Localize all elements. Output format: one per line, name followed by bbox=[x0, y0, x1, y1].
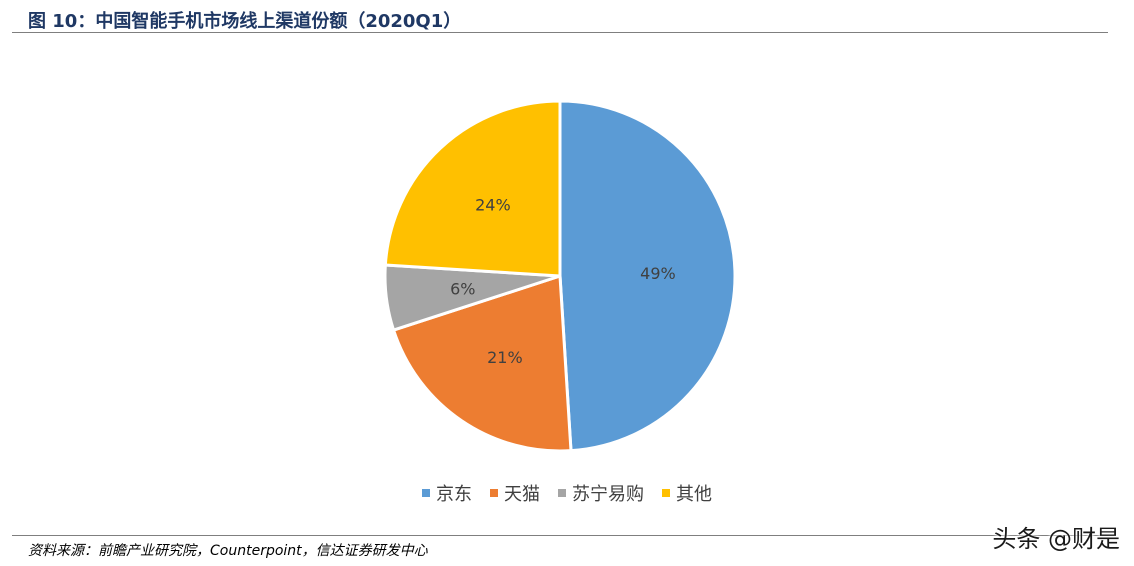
legend-label-jd: 京东 bbox=[436, 484, 472, 505]
slice-jd bbox=[558, 99, 737, 453]
data-label-suning: 6% bbox=[450, 279, 475, 298]
legend-label-other: 其他 bbox=[676, 484, 712, 505]
title-divider bbox=[12, 32, 1108, 33]
data-label-jd: 49% bbox=[640, 264, 676, 283]
legend-swatch-jd bbox=[422, 489, 430, 497]
data-label-tmall: 21% bbox=[487, 348, 523, 367]
pie-data-labels: 49% 21% 6% 24% bbox=[450, 196, 676, 367]
pie-slices bbox=[383, 99, 737, 453]
source-divider bbox=[12, 535, 1108, 536]
legend-label-tmall: 天猫 bbox=[504, 484, 540, 505]
source-note: 资料来源：前瞻产业研究院，Counterpoint，信达证券研发中心 bbox=[28, 543, 428, 559]
chart-legend: 京东 天猫 苏宁易购 其他 bbox=[0, 480, 1134, 506]
legend-item-jd: 京东 bbox=[422, 480, 472, 506]
legend-item-suning: 苏宁易购 bbox=[558, 480, 644, 506]
legend-label-suning: 苏宁易购 bbox=[572, 484, 644, 505]
legend-swatch-other bbox=[662, 489, 670, 497]
slice-tmall bbox=[391, 273, 573, 453]
figure-title: 图 10：中国智能手机市场线上渠道份额（2020Q1） bbox=[28, 11, 462, 32]
legend-item-tmall: 天猫 bbox=[490, 480, 540, 506]
legend-swatch-suning bbox=[558, 489, 566, 497]
slice-other bbox=[383, 99, 562, 278]
legend-swatch-tmall bbox=[490, 489, 498, 497]
legend-item-other: 其他 bbox=[662, 480, 712, 506]
data-label-other: 24% bbox=[475, 196, 511, 215]
watermark: 头条 @财是 bbox=[992, 525, 1120, 553]
